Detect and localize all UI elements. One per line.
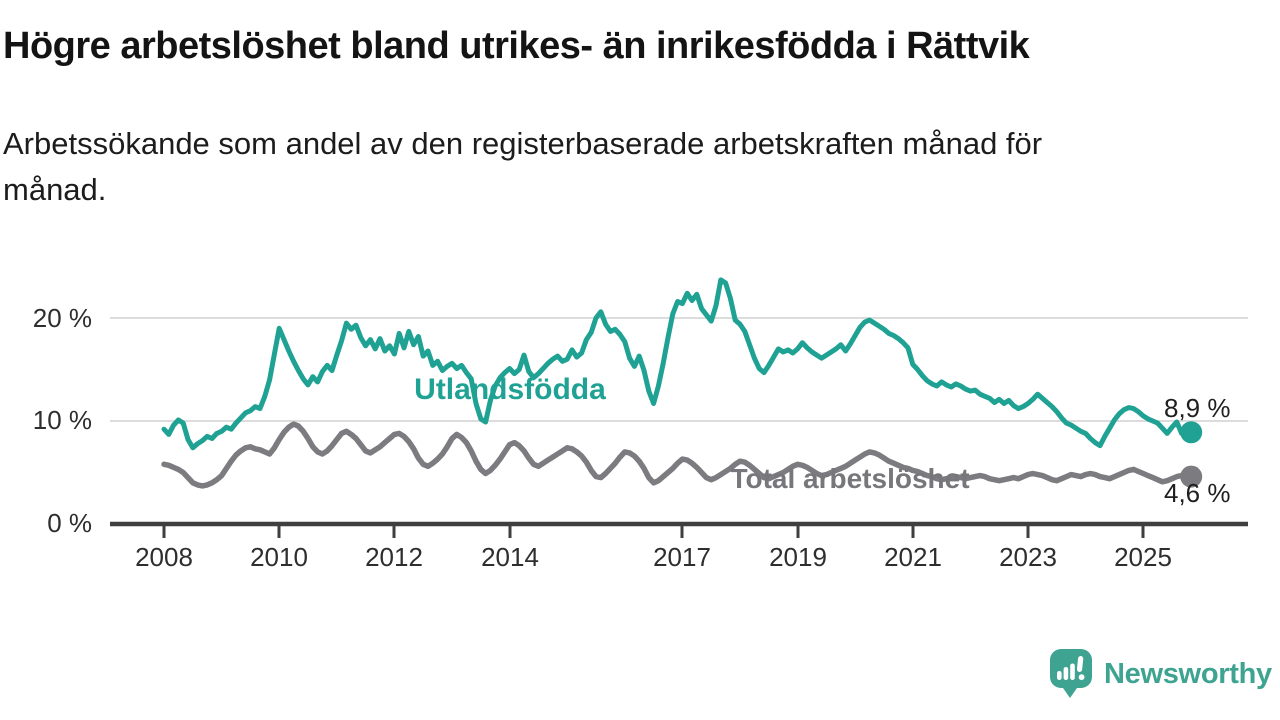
x-tick-label-2019: 2019 [769, 542, 827, 572]
chart-subtitle: Arbetssökande som andel av den registerb… [3, 121, 1223, 213]
x-tick-label-2010: 2010 [250, 542, 308, 572]
end-value-label-total: 4,6 % [1164, 478, 1231, 508]
x-tick-label-2017: 2017 [653, 542, 711, 572]
end-value-label-foreign: 8,9 % [1164, 393, 1231, 423]
y-tick-label-20: 20 % [33, 303, 92, 333]
x-tick-label-2025: 2025 [1114, 542, 1172, 572]
series-label-foreign-born: Utlandsfödda [414, 373, 606, 406]
x-tick-label-2012: 2012 [365, 542, 423, 572]
x-tick-label-2008: 2008 [135, 542, 193, 572]
exclamation-dot [1078, 674, 1085, 681]
page-title: Högre arbetslöshet bland utrikes- än inr… [3, 25, 1030, 67]
y-tick-label-10: 10 % [33, 405, 92, 435]
x-axis-ticks [162, 526, 1145, 538]
subtitle-line-1: Arbetssökande som andel av den registerb… [3, 126, 1043, 161]
foreign-born-line [161, 277, 1194, 451]
newsworthy-logo-icon [1050, 649, 1092, 698]
y-tick-label-0: 0 % [47, 508, 92, 538]
foreign-end-dot [1180, 421, 1203, 444]
exclamation-bar [1076, 656, 1084, 672]
newsworthy-logo-text: Newsworthy [1104, 657, 1272, 690]
subtitle-line-2: månad. [3, 172, 107, 207]
series-label-total: Total arbetslöshet [730, 463, 969, 494]
x-tick-label-2014: 2014 [481, 542, 539, 572]
newsworthy-logo: Newsworthy [1050, 646, 1276, 702]
bar-chart-glyph [1057, 656, 1085, 681]
x-tick-label-2021: 2021 [884, 542, 942, 572]
total-end-dot [1180, 465, 1203, 488]
x-tick-label-2023: 2023 [999, 542, 1057, 572]
total-unemployment-line [161, 421, 1194, 489]
